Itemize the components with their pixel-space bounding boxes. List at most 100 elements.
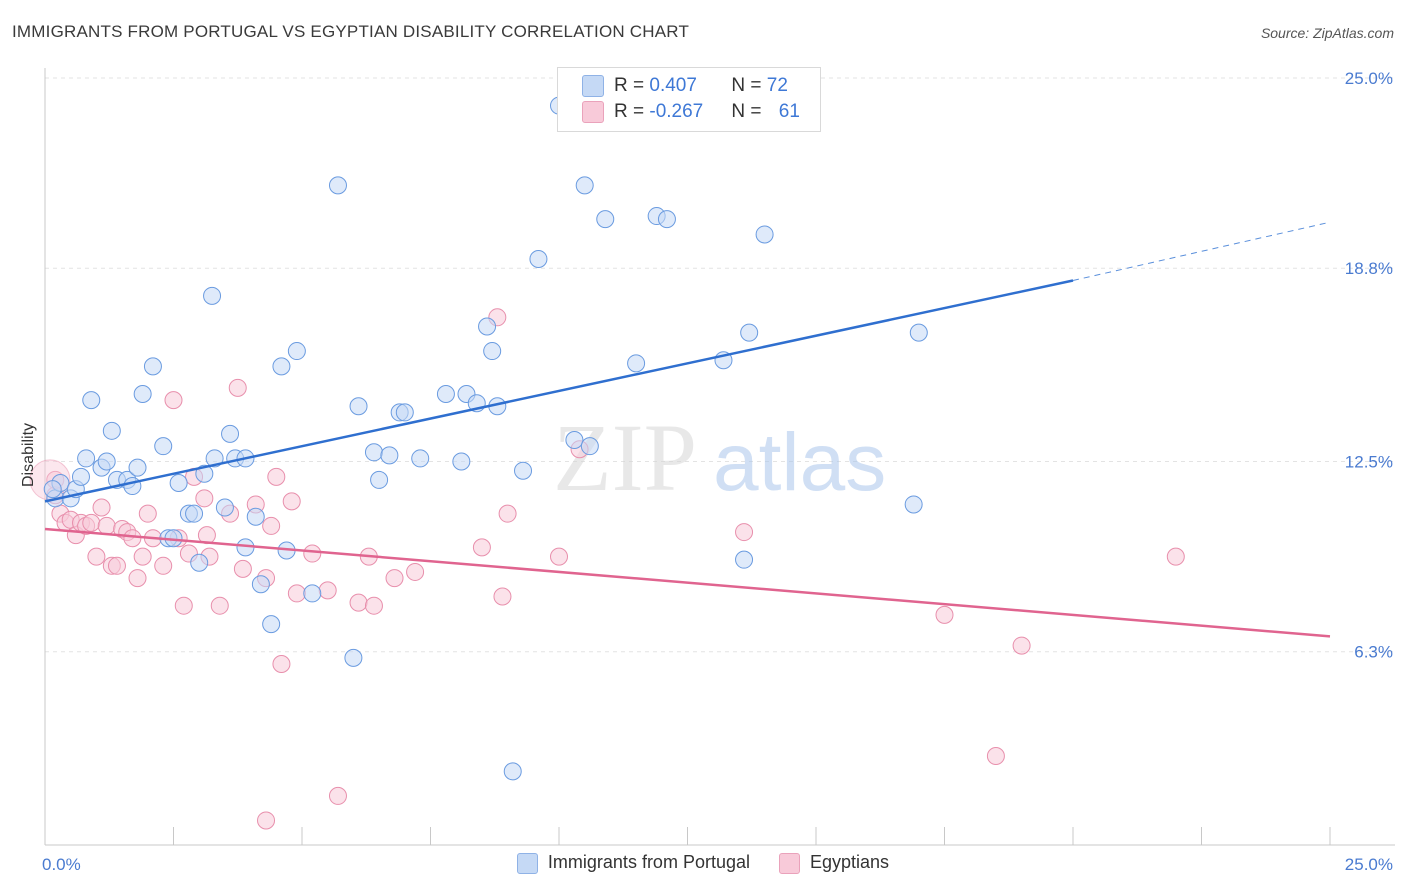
egyptian-point bbox=[82, 513, 101, 532]
legend-item-portugal[interactable]: Immigrants from Portugal bbox=[516, 852, 750, 874]
legend-row-egyptians: R = -0.267 N = 61 bbox=[582, 101, 800, 127]
portugal-point bbox=[580, 437, 599, 456]
portugal-point bbox=[503, 762, 522, 781]
portugal-point bbox=[97, 452, 116, 471]
portugal-point bbox=[478, 317, 497, 336]
portugal-point bbox=[627, 354, 646, 373]
trend-line-portugal bbox=[44, 279, 1074, 503]
portugal-point bbox=[190, 553, 209, 572]
egyptian-point bbox=[385, 569, 404, 588]
legend-swatch-portugal bbox=[516, 852, 538, 874]
portugal-point bbox=[251, 575, 270, 594]
portugal-point bbox=[514, 461, 533, 480]
egyptian-point bbox=[164, 391, 183, 410]
y-tick-label: 18.8% bbox=[1345, 259, 1393, 278]
portugal-point bbox=[143, 357, 162, 376]
egyptian-point bbox=[87, 547, 106, 566]
portugal-point bbox=[344, 648, 363, 667]
egyptian-point bbox=[174, 596, 193, 615]
r-label: R = bbox=[614, 101, 650, 123]
egyptian-point bbox=[92, 498, 111, 517]
portugal-point bbox=[71, 467, 90, 486]
watermark-atlas: atlas bbox=[713, 417, 886, 508]
portugal-point bbox=[205, 449, 224, 468]
portugal-point bbox=[82, 391, 101, 410]
legend-swatch-egyptians bbox=[779, 852, 800, 874]
egyptian-point bbox=[550, 547, 568, 566]
egyptian-point bbox=[262, 516, 281, 535]
x-tick-label: 0.0% bbox=[42, 855, 81, 874]
egyptian-point bbox=[97, 516, 116, 535]
egyptian-point bbox=[1012, 636, 1031, 655]
y-tick-label: 6.3% bbox=[1354, 643, 1393, 662]
egyptian-point bbox=[272, 654, 291, 673]
egyptian-point bbox=[986, 747, 1005, 766]
egyptian-point bbox=[349, 593, 368, 612]
portugal-point bbox=[133, 385, 152, 404]
portugal-point bbox=[154, 437, 173, 456]
portugal-point bbox=[215, 498, 234, 517]
egyptian-point bbox=[1166, 547, 1185, 566]
egyptian-point bbox=[257, 811, 276, 830]
portugal-point bbox=[328, 176, 347, 195]
legend-item-egyptians[interactable]: Egyptians bbox=[779, 852, 889, 874]
egyptian-point bbox=[303, 544, 322, 563]
y-tick-label: 25.0% bbox=[1345, 69, 1393, 88]
portugal-point bbox=[909, 323, 928, 342]
portugal-point bbox=[904, 495, 923, 514]
portugal-point bbox=[287, 342, 306, 361]
egyptian-point bbox=[498, 504, 517, 523]
portugal-point bbox=[272, 357, 291, 376]
legend-swatch-egyptians bbox=[582, 101, 604, 123]
r-value-portugal: 0.407 bbox=[649, 75, 697, 97]
source-credit: Source: ZipAtlas.com bbox=[1260, 25, 1394, 41]
egyptian-point bbox=[328, 786, 347, 805]
egyptian-point bbox=[210, 596, 229, 615]
portugal-point bbox=[452, 452, 471, 471]
chart-title: IMMIGRANTS FROM PORTUGAL VS EGYPTIAN DIS… bbox=[12, 22, 690, 41]
portugal-point bbox=[185, 504, 204, 523]
y-axis-label: Disability bbox=[20, 423, 37, 487]
portugal-point bbox=[411, 449, 430, 468]
axes bbox=[44, 68, 1395, 846]
portugal-point bbox=[77, 449, 96, 468]
portugal-point bbox=[395, 403, 414, 422]
legend-label-portugal: Immigrants from Portugal bbox=[547, 852, 750, 872]
egyptian-point bbox=[364, 596, 383, 615]
n-label: N = bbox=[731, 101, 767, 123]
portugal-point bbox=[364, 443, 383, 462]
portugal-point bbox=[740, 323, 759, 342]
egyptian-point bbox=[935, 605, 954, 624]
egyptian-point bbox=[493, 587, 512, 606]
egyptian-point bbox=[318, 581, 337, 600]
portugal-point bbox=[128, 458, 147, 477]
egyptian-point bbox=[267, 467, 286, 486]
n-value-portugal: 72 bbox=[766, 75, 788, 97]
portugal-point bbox=[169, 473, 188, 492]
portugal-point bbox=[370, 470, 389, 489]
egyptian-point bbox=[406, 562, 425, 581]
egyptian-point bbox=[138, 504, 157, 523]
portugal-point bbox=[436, 385, 455, 404]
egyptian-point bbox=[133, 547, 152, 566]
egyptian-point bbox=[287, 584, 306, 603]
egyptian-point bbox=[735, 523, 754, 542]
tick-labels: 6.3% 12.5% 18.8% 25.0% 0.0% 25.0% bbox=[42, 69, 1393, 874]
portugal-point bbox=[735, 550, 754, 569]
portugal-point bbox=[596, 210, 615, 229]
egyptian-point bbox=[123, 529, 142, 548]
portugal-point bbox=[262, 615, 281, 634]
watermark-zip: ZIP bbox=[553, 404, 697, 511]
legend-label-egyptians: Egyptians bbox=[810, 852, 890, 872]
portugal-point bbox=[246, 507, 265, 526]
portugal-point bbox=[349, 397, 368, 416]
portugal-point bbox=[195, 464, 214, 483]
portugal-point bbox=[575, 176, 594, 195]
trend-line-egyptians bbox=[44, 527, 1331, 638]
r-value-egyptians: -0.267 bbox=[649, 101, 704, 123]
portugal-point bbox=[203, 286, 222, 305]
egyptian-point bbox=[472, 538, 491, 557]
egyptian-point bbox=[228, 378, 247, 397]
portugal-point bbox=[529, 250, 548, 269]
